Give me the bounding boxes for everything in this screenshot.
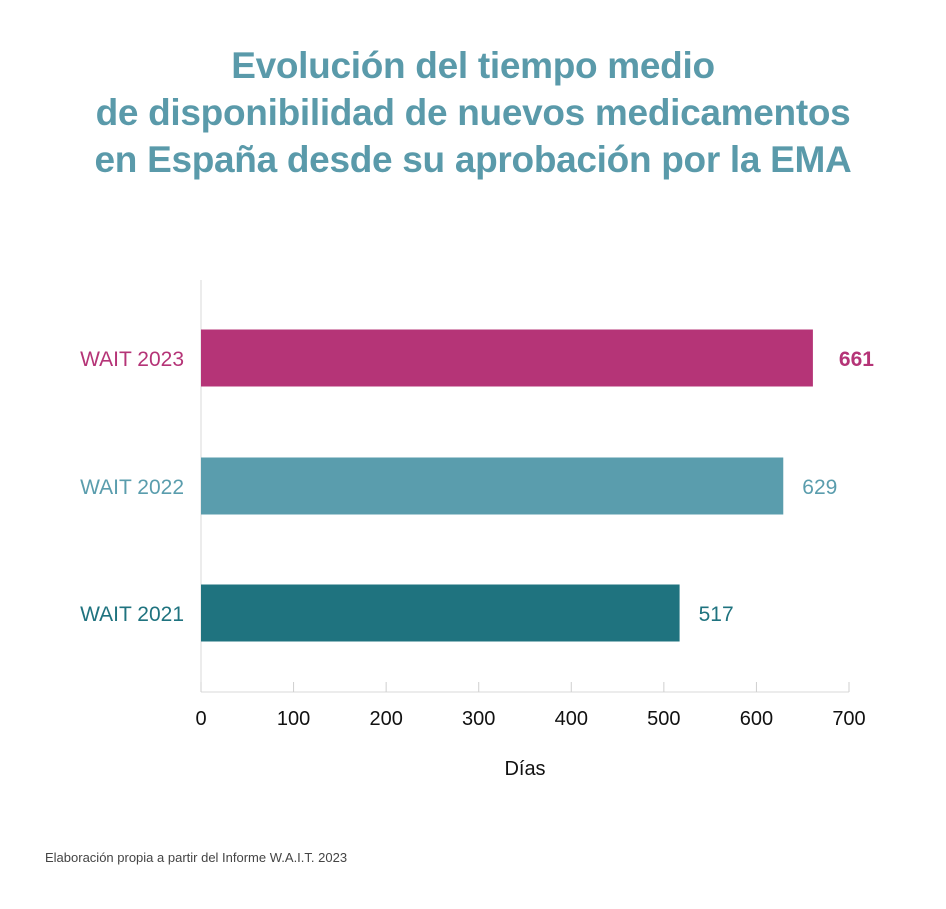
category-label: WAIT 2023 (80, 348, 184, 371)
bar-wait-2023 (201, 329, 813, 387)
x-axis-title: Días (504, 758, 545, 780)
value-label: 629 (802, 476, 837, 499)
bar-wait-2022 (201, 457, 784, 515)
chart-title: Evolución del tiempo medio de disponibil… (0, 42, 946, 183)
x-tick-label: 500 (647, 708, 680, 730)
value-label: 661 (839, 348, 874, 371)
chart-title-line-1: Evolución del tiempo medio (231, 45, 715, 86)
chart-title-line-3: en España desde su aprobación por la EMA (94, 139, 852, 180)
x-tick-label: 0 (195, 708, 206, 730)
chart-title-line-2: de disponibilidad de nuevos medicamentos (95, 92, 851, 133)
x-tick-label: 300 (462, 708, 495, 730)
x-tick-label: 600 (740, 708, 773, 730)
value-label: 517 (699, 603, 734, 626)
source-note: Elaboración propia a partir del Informe … (45, 850, 348, 865)
x-tick-label: 700 (832, 708, 865, 730)
x-tick-label: 200 (369, 708, 402, 730)
category-label: WAIT 2022 (80, 476, 184, 499)
category-label: WAIT 2021 (80, 603, 184, 626)
x-tick-label: 100 (277, 708, 310, 730)
x-tick-label: 400 (555, 708, 588, 730)
bar-wait-2021 (201, 584, 680, 642)
